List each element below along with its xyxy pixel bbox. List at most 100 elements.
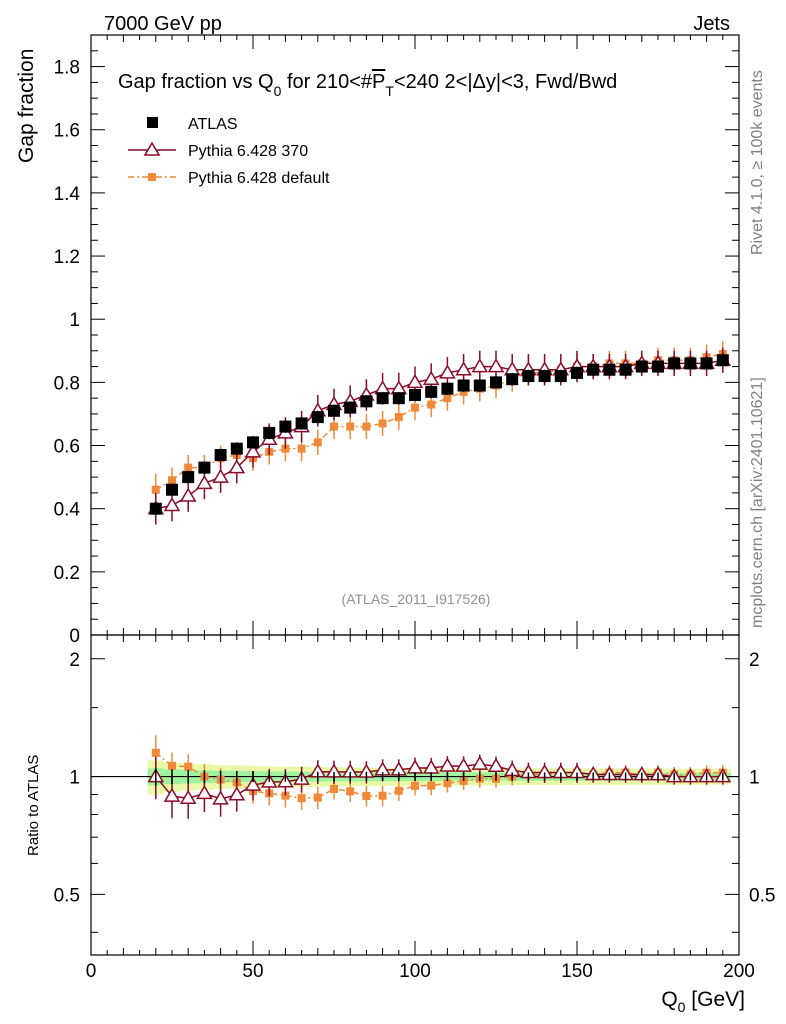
atlas-point [684, 357, 697, 370]
pythia-6-428-370-point [487, 358, 505, 373]
atlas-point [214, 449, 227, 461]
pythia-6-428-370-ratio-point [179, 789, 197, 805]
pythia-6-428-370-point [406, 373, 424, 389]
pythia-6-428-default-ratio-line [155, 752, 723, 799]
y-tick-label: 1.6 [54, 121, 80, 142]
pythia-6-428-370-ratio-point [471, 755, 489, 770]
ratio-tick-label-right: 2 [749, 650, 760, 671]
pythia-6-428-370-ratio-point [244, 776, 262, 791]
y-tick-label: 0.4 [54, 500, 81, 521]
pythia-6-428-default-ratio-point [168, 761, 176, 770]
legend-default-label: Pythia 6.428 default [188, 170, 330, 187]
legend-370-label: Pythia 6.428 370 [188, 143, 308, 160]
pythia-6-428-default-point [297, 444, 306, 453]
y-tick-label: 0.8 [54, 373, 80, 394]
legend: ATLAS Pythia 6.428 370 Pythia 6.428 defa… [128, 116, 330, 187]
pythia-6-428-370-point [163, 497, 181, 512]
atlas-point [473, 379, 486, 392]
ratio-tick-label-left: 0.5 [54, 885, 80, 906]
pythia-6-428-default-point [378, 419, 387, 428]
header-left: 7000 GeV pp [104, 13, 222, 35]
atlas-point [344, 401, 357, 414]
x-label-unit: [GeV] [685, 988, 745, 1011]
pythia-6-428-370-line [155, 359, 723, 510]
pythia-6-428-370-point [212, 468, 229, 483]
atlas-point [603, 363, 616, 376]
legend-370-marker [143, 141, 161, 156]
pythia-6-428-default-point [346, 422, 355, 431]
legend-default-marker [148, 173, 156, 181]
ratio-tick-label-right: 0.5 [749, 885, 775, 906]
pythia-6-428-default-point [362, 422, 371, 431]
y-tick-label: 1 [69, 310, 80, 331]
pythia-6-428-default-point [394, 413, 403, 422]
x-tick-label: 200 [723, 961, 755, 982]
atlas-point [668, 357, 681, 370]
y-axis-label: Gap fraction [15, 49, 38, 163]
title-sub-t: T [385, 83, 394, 99]
x-tick-label: 0 [86, 961, 97, 982]
atlas-point [441, 382, 454, 395]
ratio-y-axis-label: Ratio to ATLAS [25, 755, 42, 856]
pythia-6-428-default-ratio-point [394, 786, 403, 795]
atlas-point [587, 363, 600, 376]
pythia-6-428-370-point [455, 361, 472, 376]
x-tick-label: 150 [561, 961, 593, 982]
legend-atlas-label: ATLAS [188, 116, 238, 133]
pythia-6-428-370-ratio-point [212, 790, 229, 805]
pythia-6-428-default-ratio-point [346, 787, 355, 796]
atlas-point [554, 370, 567, 383]
atlas-point [263, 426, 276, 439]
atlas-point [166, 483, 178, 496]
pythia-6-428-default-ratio-point [297, 794, 306, 803]
title-part-c: <240 2<|Δy|<3, Fwd/Bwd [394, 71, 617, 93]
pythia-6-428-370-ratio-point [228, 786, 246, 801]
legend-atlas-marker [147, 117, 158, 128]
pythia-6-428-370-point [471, 358, 489, 373]
pythia-6-428-default-ratio-point [313, 793, 322, 802]
pythia-6-428-370-ratio-point [163, 787, 181, 802]
y-tick-label: 1.4 [54, 184, 81, 205]
atlas-point [457, 379, 470, 392]
atlas-point [328, 404, 340, 417]
atlas-point [247, 436, 259, 449]
pythia-6-428-370-ratio-point [406, 759, 424, 774]
atlas-point [311, 411, 324, 424]
pythia-6-428-default-ratio-point [184, 762, 193, 771]
y-tick-label: 1.2 [54, 247, 80, 268]
header-right: Jets [693, 13, 730, 35]
pythia-6-428-default-ratio-point [378, 791, 387, 800]
atlas-point [522, 370, 535, 383]
pythia-6-428-370-point [228, 459, 246, 474]
pythia-6-428-default-ratio-point [427, 781, 436, 790]
x-tick-label: 100 [399, 961, 431, 982]
atlas-point [230, 442, 243, 455]
ratio-tick-label-left: 1 [69, 768, 80, 789]
x-label-sub: 0 [678, 999, 686, 1015]
x-axis-label: Q0 [GeV] [661, 988, 745, 1015]
pythia-6-428-default-ratio-point [411, 781, 419, 790]
pythia-6-428-default-point [411, 403, 419, 412]
atlas-point [295, 417, 308, 430]
x-tick-label: 50 [242, 961, 263, 982]
pythia-6-428-default-point [330, 422, 338, 431]
pythia-6-428-default-point [443, 394, 452, 403]
atlas-point [635, 360, 648, 373]
y-tick-label: 0.6 [54, 437, 80, 458]
data-series [147, 341, 732, 819]
pythia-6-428-370-point [196, 474, 213, 490]
pythia-6-428-default-ratio-point [330, 784, 338, 793]
axis-ticks: 0 50 100 150 200 0 0.2 0.4 0.6 0.8 1 1.2 1.4 1.6 1.8 0.… [54, 34, 775, 982]
pythia-6-428-370-ratio-point [196, 784, 213, 800]
pythia-6-428-default-point [313, 438, 322, 447]
pythia-6-428-370-point [179, 487, 197, 502]
atlas-point [149, 502, 162, 515]
atlas-point [571, 366, 583, 379]
atlas-point [700, 357, 713, 370]
atlas-point [538, 370, 551, 383]
ratio-tick-label-right: 1 [749, 768, 760, 789]
atlas-point [490, 376, 502, 389]
y-tick-label: 1.8 [54, 58, 80, 79]
atlas-point [198, 461, 211, 474]
